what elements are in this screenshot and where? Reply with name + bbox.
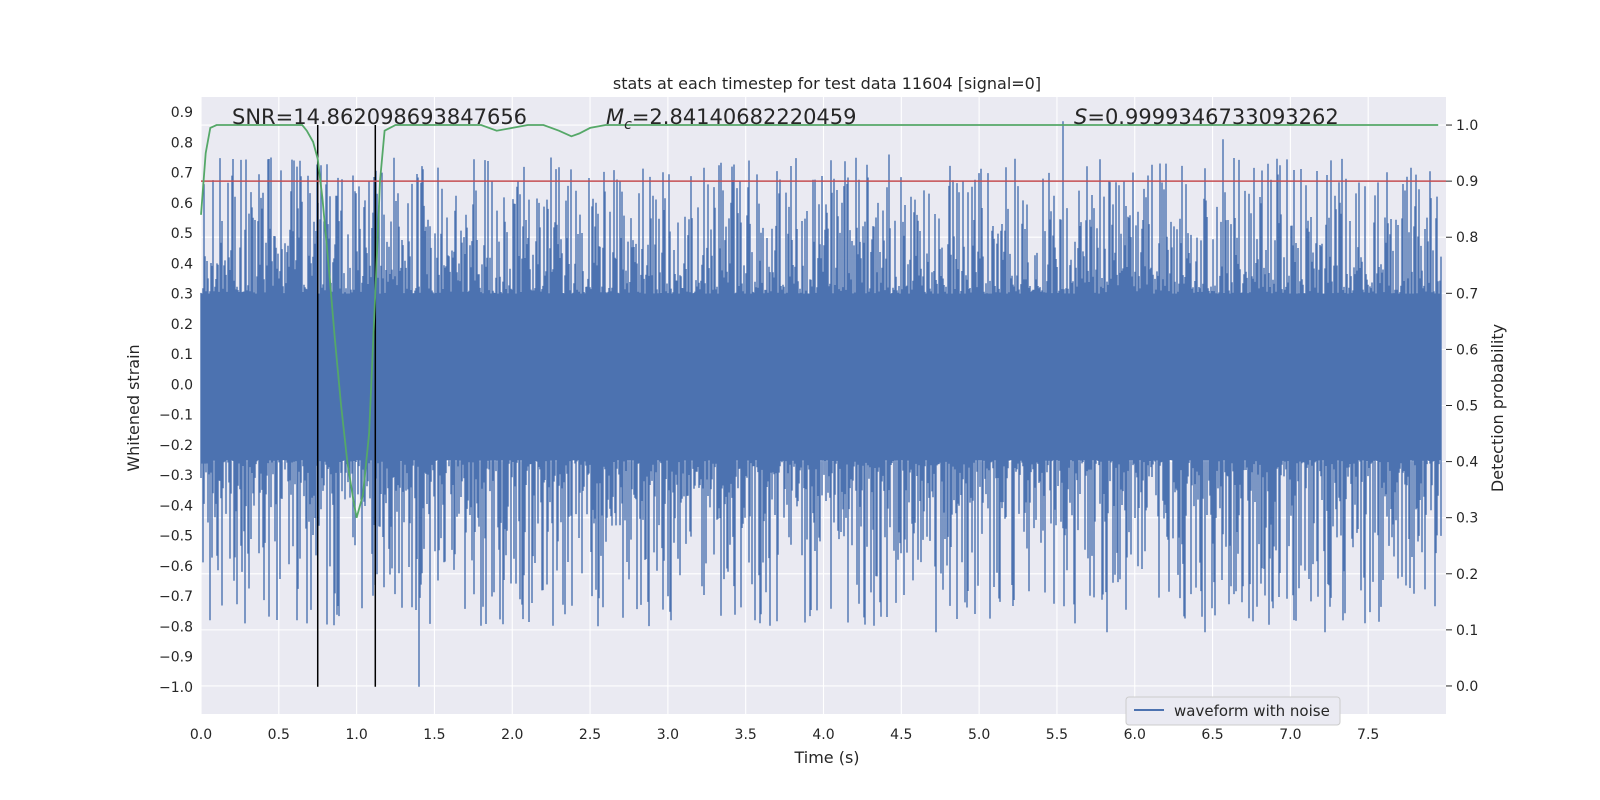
x-tick-label: 4.5	[890, 727, 912, 743]
y2-axis-ticks: 1.0 0.9 0.8 0.7 0.6 0.5 0.4 0.3 0.2 0.1 0.0	[1446, 118, 1478, 695]
y-axis-label: Whitened strain	[124, 344, 143, 471]
y-tick-label: 0.1	[171, 347, 193, 363]
x-tick-label: 7.0	[1279, 727, 1301, 743]
y-axis-ticks: 0.9 0.8 0.7 0.6 0.5 0.4 0.3 0.2 0.1 0.0 −0.1 −0.2 −0…	[159, 105, 193, 696]
y-tick-label: 0.0	[171, 377, 193, 393]
x-tick-label: 2.0	[501, 727, 523, 743]
annotation-snr: SNR=14.862098693847656	[232, 105, 527, 129]
legend: waveform with noise	[1125, 696, 1341, 726]
x-tick-label: 0.5	[268, 727, 290, 743]
y2-tick-label: 0.6	[1456, 342, 1478, 358]
x-tick-label: 0.0	[190, 727, 212, 743]
y-tick-label: −0.3	[159, 468, 193, 484]
annotation-score: S=0.9999346733093262	[1074, 105, 1339, 129]
y-tick-label: −0.4	[159, 498, 193, 514]
y-tick-label: −0.2	[159, 438, 193, 454]
x-tick-label: 4.0	[812, 727, 834, 743]
chart-title: stats at each timestep for test data 116…	[613, 74, 1041, 93]
x-tick-label: 5.5	[1046, 727, 1068, 743]
y2-tick-label: 0.1	[1456, 623, 1478, 639]
annotation-mc-symbol: M	[606, 105, 624, 129]
y2-tick-label: 0.3	[1456, 511, 1478, 527]
y-tick-label: 0.6	[171, 196, 193, 212]
y-tick-label: −0.8	[159, 619, 193, 635]
legend-label-waveform: waveform with noise	[1174, 702, 1330, 720]
x-tick-label: 7.5	[1357, 727, 1379, 743]
x-tick-label: 6.0	[1124, 727, 1146, 743]
series-waveform-with-noise	[200, 121, 1442, 687]
y2-axis-label: Detection probability	[1488, 324, 1507, 492]
y-tick-label: 0.5	[171, 226, 193, 242]
x-tick-label: 3.5	[735, 727, 757, 743]
y2-tick-label: 0.2	[1456, 567, 1478, 583]
y2-tick-label: 0.4	[1456, 455, 1478, 471]
legend-box	[1125, 696, 1341, 726]
x-tick-label: 6.5	[1201, 727, 1223, 743]
x-axis-ticks: 0.0 0.5 1.0 1.5 2.0 2.5 3.0 3.5 4.0 4.5 5.0 5.5 6.0 6…	[190, 727, 1379, 743]
x-tick-label: 3.0	[657, 727, 679, 743]
y-tick-label: −1.0	[159, 680, 193, 696]
x-tick-label: 2.5	[579, 727, 601, 743]
y-tick-label: −0.1	[159, 408, 193, 424]
annotation-s-value: =0.9999346733093262	[1087, 105, 1338, 129]
y-tick-label: −0.6	[159, 559, 193, 575]
y-tick-label: −0.7	[159, 589, 193, 605]
y2-tick-label: 0.0	[1456, 679, 1478, 695]
y-tick-label: 0.7	[171, 166, 193, 182]
y-tick-label: −0.9	[159, 650, 193, 666]
y-tick-label: 0.9	[171, 105, 193, 121]
y-tick-label: 0.8	[171, 135, 193, 151]
x-tick-label: 1.5	[423, 727, 445, 743]
annotation-mc-value: =2.84140682220459	[632, 105, 857, 129]
x-tick-label: 5.0	[968, 727, 990, 743]
x-tick-label: 1.0	[345, 727, 367, 743]
x-axis-label: Time (s)	[793, 748, 859, 767]
y2-tick-label: 1.0	[1456, 118, 1478, 134]
y-tick-label: −0.5	[159, 529, 193, 545]
y2-tick-label: 0.5	[1456, 399, 1478, 415]
y2-tick-label: 0.8	[1456, 230, 1478, 246]
annotation-chirp-mass: Mc=2.84140682220459	[606, 105, 857, 133]
y2-tick-label: 0.7	[1456, 286, 1478, 302]
annotation-s-symbol: S	[1074, 105, 1087, 129]
vlines	[316, 125, 377, 687]
y2-tick-label: 0.9	[1456, 174, 1478, 190]
y-tick-label: 0.2	[171, 317, 193, 333]
waveform-trace	[200, 121, 1442, 687]
y-tick-label: 0.3	[171, 287, 193, 303]
y-tick-label: 0.4	[171, 256, 193, 272]
series-detection-probability-line	[200, 124, 1439, 518]
annotation-mc-sub: c	[624, 117, 632, 133]
